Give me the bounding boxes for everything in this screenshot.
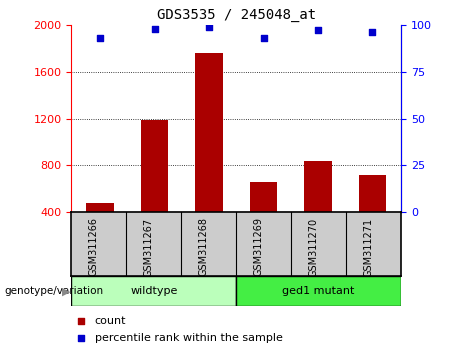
Bar xyxy=(236,276,401,306)
Bar xyxy=(71,276,236,306)
Text: wildtype: wildtype xyxy=(130,286,177,296)
Text: GSM311271: GSM311271 xyxy=(364,217,373,276)
Text: GSM311268: GSM311268 xyxy=(199,217,209,276)
Text: GSM311270: GSM311270 xyxy=(309,217,319,276)
Text: ged1 mutant: ged1 mutant xyxy=(283,286,355,296)
Bar xyxy=(195,53,223,212)
Point xyxy=(205,24,213,29)
Text: count: count xyxy=(95,316,126,326)
Point xyxy=(260,35,267,41)
Title: GDS3535 / 245048_at: GDS3535 / 245048_at xyxy=(157,8,316,22)
Bar xyxy=(304,161,331,212)
Bar xyxy=(359,175,386,212)
Bar xyxy=(250,182,277,212)
Text: percentile rank within the sample: percentile rank within the sample xyxy=(95,333,283,343)
Text: genotype/variation: genotype/variation xyxy=(5,286,104,296)
Text: GSM311269: GSM311269 xyxy=(254,217,264,276)
Point xyxy=(77,318,85,324)
Point xyxy=(314,28,322,33)
Bar xyxy=(86,203,114,212)
Text: ▶: ▶ xyxy=(62,286,71,296)
Point xyxy=(369,29,376,35)
Text: GSM311267: GSM311267 xyxy=(144,217,154,276)
Point xyxy=(151,26,158,32)
Point xyxy=(96,35,104,41)
Text: GSM311266: GSM311266 xyxy=(89,217,99,276)
Bar xyxy=(141,120,168,212)
Point xyxy=(77,335,85,341)
